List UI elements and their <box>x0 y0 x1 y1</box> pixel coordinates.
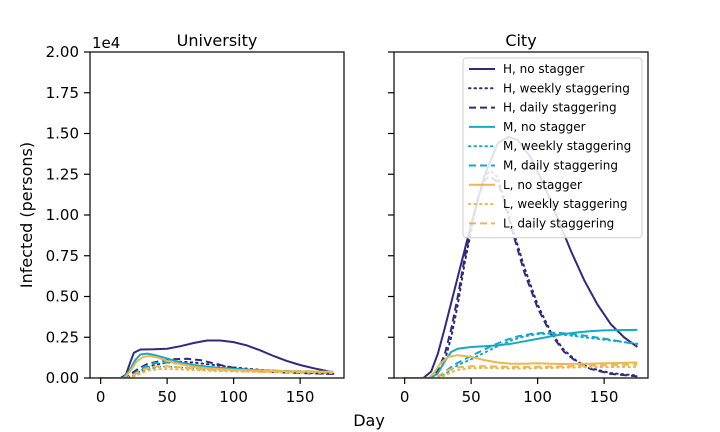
axes-frame <box>89 51 345 379</box>
legend-label: H, weekly staggering <box>503 81 630 95</box>
x-tick-label: 100 <box>523 388 552 406</box>
y-tick-label: 1.75 <box>46 84 79 102</box>
panel-city: 0 50 100 150 City H, no stagger H, weekly stag… <box>388 31 649 406</box>
legend-label: H, daily staggering <box>503 101 617 115</box>
legend-label: L, daily staggering <box>503 216 614 230</box>
x-tick-label: 150 <box>590 388 619 406</box>
series-line-m-no-stagger <box>404 328 638 378</box>
x-tick-label: 50 <box>158 388 177 406</box>
y-tick-label: 2.00 <box>46 43 79 61</box>
series-line-l-no-stagger <box>404 354 638 378</box>
legend: H, no stagger H, weekly staggering H, dail… <box>462 57 643 239</box>
legend-label: M, weekly staggering <box>503 139 631 153</box>
series-line-h-no-stagger <box>100 339 334 378</box>
series-line-l-weekly-staggering <box>403 365 639 378</box>
x-tick-label: 150 <box>286 388 315 406</box>
legend-label: H, no stagger <box>503 62 584 76</box>
series-line-l-weekly-staggering <box>99 367 335 378</box>
x-tick-label: 0 <box>400 388 410 406</box>
legend-label: M, daily staggering <box>503 159 618 173</box>
x-tick-label: 100 <box>219 388 248 406</box>
series-group <box>99 339 335 378</box>
legend-label: L, weekly staggering <box>503 197 628 211</box>
y-tick-label: 0.25 <box>46 328 79 346</box>
legend-label: M, no stagger <box>503 120 586 134</box>
y-tick-label: 1.50 <box>46 125 79 143</box>
y-tick-label: 0.00 <box>46 369 79 387</box>
panel-title: City <box>505 31 536 50</box>
panel-title: University <box>177 31 258 50</box>
x-tick-label: 0 <box>96 388 106 406</box>
series-line-m-weekly-staggering <box>403 332 639 378</box>
y-tick-label: 1.25 <box>46 165 79 183</box>
x-axis-label: Day <box>353 411 385 430</box>
panel-university: 0 50 100 150 0.00 0.25 0.50 0.75 1.00 1.25 1.50 1.7… <box>17 31 345 406</box>
y-axis-label: Infected (persons) <box>17 142 36 288</box>
series-line-l-daily-staggering <box>100 365 334 378</box>
y-offset-label: 1e4 <box>92 34 120 52</box>
legend-box <box>462 57 643 239</box>
x-tick-label: 50 <box>462 388 481 406</box>
y-tick-label: 0.75 <box>46 247 79 265</box>
series-line-l-no-stagger <box>100 354 334 378</box>
y-tick-label: 0.50 <box>46 288 79 306</box>
y-tick-label: 1.00 <box>46 206 79 224</box>
legend-label: L, no stagger <box>503 178 582 192</box>
series-line-l-daily-staggering <box>404 363 638 378</box>
